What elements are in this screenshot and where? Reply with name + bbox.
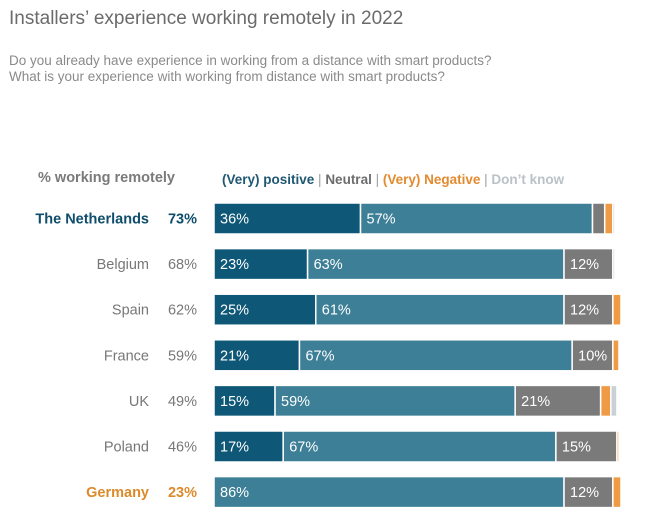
remote-percent-label: 46% xyxy=(168,440,197,456)
category-label: Poland xyxy=(104,440,149,456)
subtitle-line-1: Do you already have experience in workin… xyxy=(9,53,492,68)
bar-segment xyxy=(213,247,309,281)
bar-segment xyxy=(514,384,602,418)
bar-value-label: 21% xyxy=(220,348,249,364)
bar-value-label: 61% xyxy=(322,303,351,319)
bar-segment xyxy=(591,202,606,235)
column-header: % working remotely xyxy=(38,170,175,186)
bar-segment xyxy=(563,247,614,281)
bar-segment xyxy=(213,293,317,326)
bar-segment xyxy=(603,202,614,235)
bar-value-label: 63% xyxy=(314,257,343,273)
bar-segment xyxy=(571,339,614,372)
legend-dont-know: Don’t know xyxy=(491,172,565,187)
bar-value-label: 67% xyxy=(305,348,334,364)
remote-percent-label: 62% xyxy=(168,303,197,319)
bar-segment xyxy=(612,475,622,509)
legend-neutral: Neutral xyxy=(325,172,372,187)
bar-segment xyxy=(599,384,612,418)
remote-percent-label: 73% xyxy=(168,212,197,228)
bar-segment xyxy=(610,384,618,418)
bar-value-label: 12% xyxy=(570,485,599,501)
remote-percent-label: 68% xyxy=(168,257,197,273)
bar-segment xyxy=(612,202,616,235)
bar-segment xyxy=(213,384,276,418)
bar-segment xyxy=(616,430,620,463)
category-label: The Netherlands xyxy=(35,212,149,228)
remote-percent-label: 59% xyxy=(168,348,197,364)
bar-value-label: 17% xyxy=(220,440,249,456)
bar-segment xyxy=(563,293,614,326)
bar-segment xyxy=(315,293,565,326)
legend-separator: | xyxy=(480,172,492,187)
bar-value-label: 10% xyxy=(578,348,607,364)
legend-separator: | xyxy=(314,172,326,187)
legend-negative: (Very) Negative xyxy=(382,172,481,187)
bar-value-label: 25% xyxy=(220,303,249,319)
bar-segment xyxy=(298,339,573,372)
bar-value-label: 15% xyxy=(220,394,249,410)
bar-value-label: 12% xyxy=(570,257,599,273)
category-label: France xyxy=(104,348,149,364)
bar-value-label: 12% xyxy=(570,303,599,319)
subtitle-line-2: What is your experience with working fro… xyxy=(9,69,445,84)
bar-value-label: 23% xyxy=(220,257,249,273)
bar-segment xyxy=(306,247,565,281)
bar-segment xyxy=(612,339,620,372)
category-label: Germany xyxy=(86,485,149,501)
legend: (Very) positive | Neutral | (Very) Negat… xyxy=(222,172,564,187)
remote-percent-label: 23% xyxy=(168,485,197,501)
bar-value-label: 15% xyxy=(562,440,591,456)
bar-segment xyxy=(213,475,565,509)
bar-segment xyxy=(274,384,516,418)
bar-segment xyxy=(563,475,614,509)
legend-positive: (Very) positive xyxy=(222,172,315,187)
bar-value-label: 86% xyxy=(220,485,249,501)
bar-segment xyxy=(282,430,557,463)
bar-segment xyxy=(213,202,362,235)
bar-value-label: 21% xyxy=(521,394,550,410)
chart-title: Installers’ experience working remotely … xyxy=(9,8,404,29)
bar-segment xyxy=(612,247,616,281)
bar-segment xyxy=(359,202,594,235)
bar-value-label: 59% xyxy=(281,394,310,410)
chart-subtitle: Do you already have experience in workin… xyxy=(9,53,492,85)
bar-value-label: 67% xyxy=(289,440,318,456)
category-label: Spain xyxy=(112,303,149,319)
legend-separator: | xyxy=(371,172,383,187)
bar-segment xyxy=(213,339,301,372)
bar-value-label: 57% xyxy=(367,212,396,228)
category-label: Belgium xyxy=(97,257,149,273)
remote-percent-label: 49% xyxy=(168,394,197,410)
category-label: UK xyxy=(129,394,149,410)
bar-value-label: 36% xyxy=(220,212,249,228)
bar-segment xyxy=(612,293,622,326)
